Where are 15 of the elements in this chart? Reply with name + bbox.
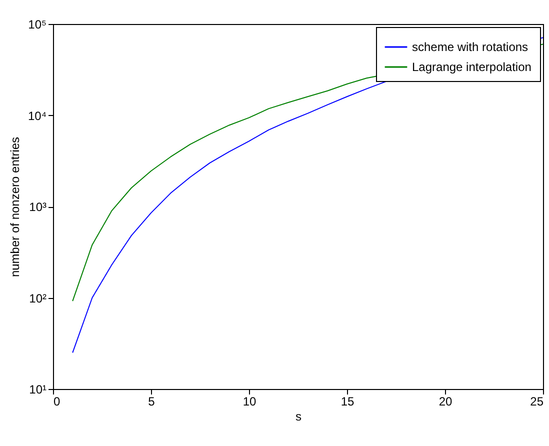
x-tick-label: 20	[438, 394, 452, 408]
x-tick-label: 15	[340, 394, 354, 408]
x-tick-label: 25	[530, 394, 544, 408]
y-tick-label: 10¹	[29, 382, 47, 396]
legend-label: Lagrange interpolation	[412, 60, 532, 74]
y-tick-label: 10³	[29, 200, 47, 214]
y-tick-label: 10²	[29, 291, 47, 306]
x-tick-label: 0	[54, 394, 60, 408]
x-tick-label: 5	[148, 394, 156, 408]
y-axis-title: number of nonzero entries	[8, 136, 22, 278]
x-tick-label: 10	[242, 394, 256, 408]
y-tick-label: 10⁵	[28, 18, 47, 32]
legend-label: scheme with rotations	[412, 40, 528, 54]
y-tick-label: 10⁴	[28, 108, 46, 123]
x-axis-title: s	[296, 410, 302, 424]
